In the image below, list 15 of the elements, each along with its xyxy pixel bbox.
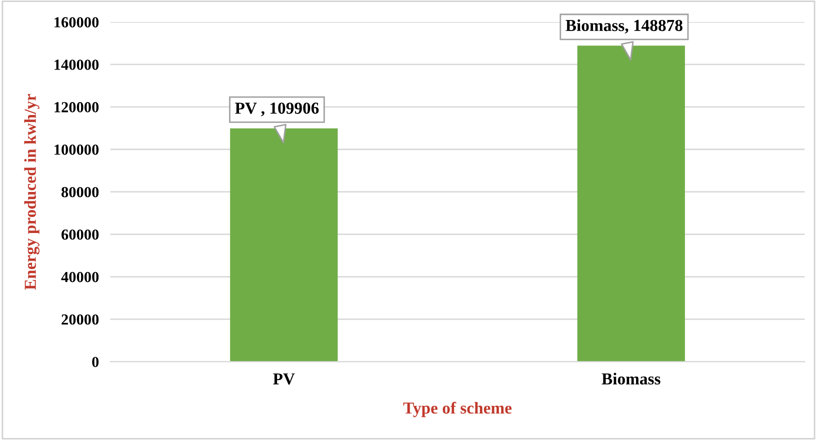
y-tick-label: 0	[92, 356, 99, 368]
data-label: Biomass, 148878	[566, 19, 682, 34]
y-tick-label: 40000	[61, 272, 99, 282]
data-label: PV , 109906	[235, 102, 319, 116]
y-tick-label: 20000	[62, 314, 99, 325]
y-axis-title: Energy produced in kwh/yr	[24, 94, 40, 290]
x-axis-title: Type of scheme	[403, 402, 512, 418]
y-tick-label: 160000	[54, 17, 99, 28]
y-tick-label: 80000	[62, 186, 99, 198]
x-tick-label: Biomass	[602, 372, 660, 385]
y-tick-label: 120000	[54, 102, 99, 112]
y-tick-label: 100000	[54, 144, 99, 155]
y-tick-label: 140000	[54, 60, 99, 70]
x-tick-label: PV	[273, 373, 295, 385]
y-tick-label: 60000	[62, 229, 99, 240]
